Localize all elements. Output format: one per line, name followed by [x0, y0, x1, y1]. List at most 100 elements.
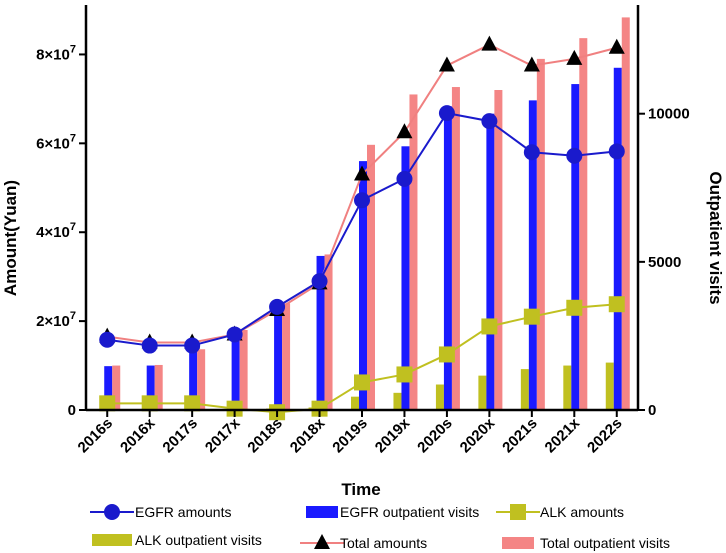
x-tick-label-2016x: 2016x	[117, 414, 159, 456]
bar-layer	[96, 17, 630, 411]
x-tick-label-2019x: 2019x	[372, 414, 414, 456]
x-tick-label-2020x: 2020x	[457, 414, 499, 456]
bar-total-outpatient-visits-2016s	[112, 365, 121, 410]
bar-egfr-outpatient-visits-2019s	[359, 161, 367, 410]
bar-total-outpatient-visits-2019x	[409, 94, 418, 410]
marker-alk-amounts-2016s	[99, 395, 116, 412]
x-tick-label-2017s: 2017s	[159, 415, 201, 457]
bar-total-outpatient-visits-2016x	[154, 364, 163, 410]
y-tick-label: 4×107	[36, 221, 76, 241]
marker-alk-amounts-2018x	[311, 400, 328, 417]
marker-egfr-amounts-2020x	[481, 113, 498, 130]
marker-egfr-amounts-2016s	[99, 331, 116, 348]
legend-marker-alk-amounts	[510, 504, 526, 520]
bar-alk-outpatient-visits-2021s	[520, 369, 529, 410]
bar-egfr-outpatient-visits-2021x	[571, 84, 580, 411]
bar-egfr-outpatient-visits-2018s	[274, 306, 283, 410]
marker-egfr-amounts-2020s	[438, 105, 455, 122]
x-tick-label-2021x: 2021x	[542, 414, 584, 456]
marker-alk-amounts-2016x	[141, 395, 158, 412]
y-tick-label: 6×107	[36, 132, 76, 152]
bar-alk-outpatient-visits-2021x	[563, 365, 572, 410]
bar-total-outpatient-visits-2021s	[536, 58, 545, 411]
y-tick-label: 8×107	[36, 43, 76, 63]
x-tick-label-2018s: 2018s	[244, 415, 286, 457]
bar-egfr-outpatient-visits-2020x	[486, 113, 495, 410]
bar-total-outpatient-visits-2018s	[282, 303, 291, 410]
marker-egfr-amounts-2017s	[184, 337, 201, 354]
bar-egfr-outpatient-visits-2021s	[528, 100, 537, 411]
bar-total-outpatient-visits-2021x	[579, 38, 588, 411]
bar-alk-outpatient-visits-2019s	[351, 396, 359, 410]
bar-alk-outpatient-visits-2022s	[605, 362, 614, 410]
marker-alk-amounts-2019x	[396, 366, 413, 383]
x-tick-label-2020s: 2020s	[414, 415, 456, 457]
legend-label-egfr-outpatient-visits: EGFR outpatient visits	[340, 504, 479, 520]
y2-tick-label: 0	[648, 402, 656, 419]
bar-alk-outpatient-visits-2020x	[478, 375, 487, 410]
bar-alk-outpatient-visits-2020s	[435, 384, 444, 410]
bar-egfr-outpatient-visits-2017s	[189, 350, 198, 410]
marker-alk-amounts-2021x	[566, 299, 583, 316]
x-axis-title: Time	[341, 480, 380, 499]
marker-egfr-amounts-2021x	[566, 147, 583, 164]
marker-alk-amounts-2020x	[481, 318, 498, 335]
marker-total-amounts-2022s	[608, 38, 625, 54]
bar-total-outpatient-visits-2020s	[451, 87, 460, 410]
bar-egfr-outpatient-visits-2018x	[316, 255, 325, 410]
y-axis-title: Amount(Yuan)	[1, 180, 20, 296]
marker-egfr-amounts-2022s	[608, 143, 625, 160]
x-tick-label-2018x: 2018x	[287, 414, 329, 456]
marker-egfr-amounts-2016x	[141, 337, 158, 354]
marker-egfr-amounts-2018x	[311, 273, 328, 290]
marker-total-amounts-2019s	[354, 165, 370, 181]
legend-swatch-egfr-outpatient-visits	[306, 506, 338, 518]
marker-total-amounts-2020s	[438, 56, 455, 72]
legend-swatch-total-outpatient-visits	[502, 537, 534, 549]
legend-label-alk-amounts: ALK amounts	[540, 504, 624, 520]
x-tick-label-2017x: 2017x	[202, 414, 244, 456]
legend: EGFR amounts EGFR outpatient visits ALK am…	[90, 504, 670, 551]
legend-label-total-amounts: Total amounts	[340, 535, 427, 551]
marker-egfr-amounts-2018s	[269, 298, 286, 315]
bar-egfr-outpatient-visits-2017x	[231, 331, 240, 410]
bar-egfr-outpatient-visits-2022s	[613, 67, 622, 411]
bar-total-outpatient-visits-2018x	[324, 254, 333, 410]
marker-alk-amounts-2022s	[608, 296, 625, 313]
x-tick-label-2016s: 2016s	[75, 415, 117, 457]
marker-total-amounts-2021x	[566, 49, 583, 65]
y-tick-label: 0	[68, 402, 76, 419]
marker-total-amounts-2019x	[396, 123, 413, 139]
x-tick-label-2021s: 2021s	[499, 415, 541, 457]
marker-egfr-amounts-2019s	[354, 192, 370, 209]
marker-total-amounts-2021s	[523, 56, 540, 72]
bar-egfr-outpatient-visits-2020s	[443, 106, 452, 410]
y2-axis-title: Outpatient visits	[706, 171, 725, 304]
y2-tick-label: 10000	[648, 106, 690, 123]
marker-alk-amounts-2019s	[354, 374, 370, 391]
legend-label-egfr-amounts: EGFR amounts	[135, 504, 231, 520]
bar-total-outpatient-visits-2022s	[621, 17, 630, 410]
bar-total-outpatient-visits-2017x	[239, 330, 248, 410]
marker-total-amounts-2020x	[481, 35, 498, 51]
marker-alk-amounts-2021s	[523, 308, 540, 325]
marker-layer	[99, 35, 625, 421]
marker-egfr-amounts-2017x	[226, 326, 243, 343]
legend-marker-total-amounts	[314, 534, 330, 549]
legend-label-alk-outpatient-visits: ALK outpatient visits	[135, 532, 262, 548]
marker-alk-amounts-2017x	[226, 400, 243, 417]
marker-egfr-amounts-2019x	[396, 170, 413, 187]
marker-alk-amounts-2020s	[438, 346, 455, 363]
y2-tick-label: 5000	[648, 254, 681, 271]
legend-marker-egfr-amounts	[104, 504, 120, 520]
x-tick-label-2019s: 2019s	[329, 415, 371, 457]
bar-egfr-outpatient-visits-2016x	[146, 365, 155, 410]
bar-egfr-outpatient-visits-2019x	[401, 146, 410, 410]
x-tick-label-2022s: 2022s	[584, 415, 626, 457]
legend-swatch-alk-outpatient-visits	[92, 534, 132, 546]
marker-alk-amounts-2017s	[184, 395, 201, 412]
marker-egfr-amounts-2021s	[523, 144, 540, 161]
bar-total-outpatient-visits-2019s	[367, 144, 375, 410]
bar-total-outpatient-visits-2020x	[494, 90, 503, 410]
